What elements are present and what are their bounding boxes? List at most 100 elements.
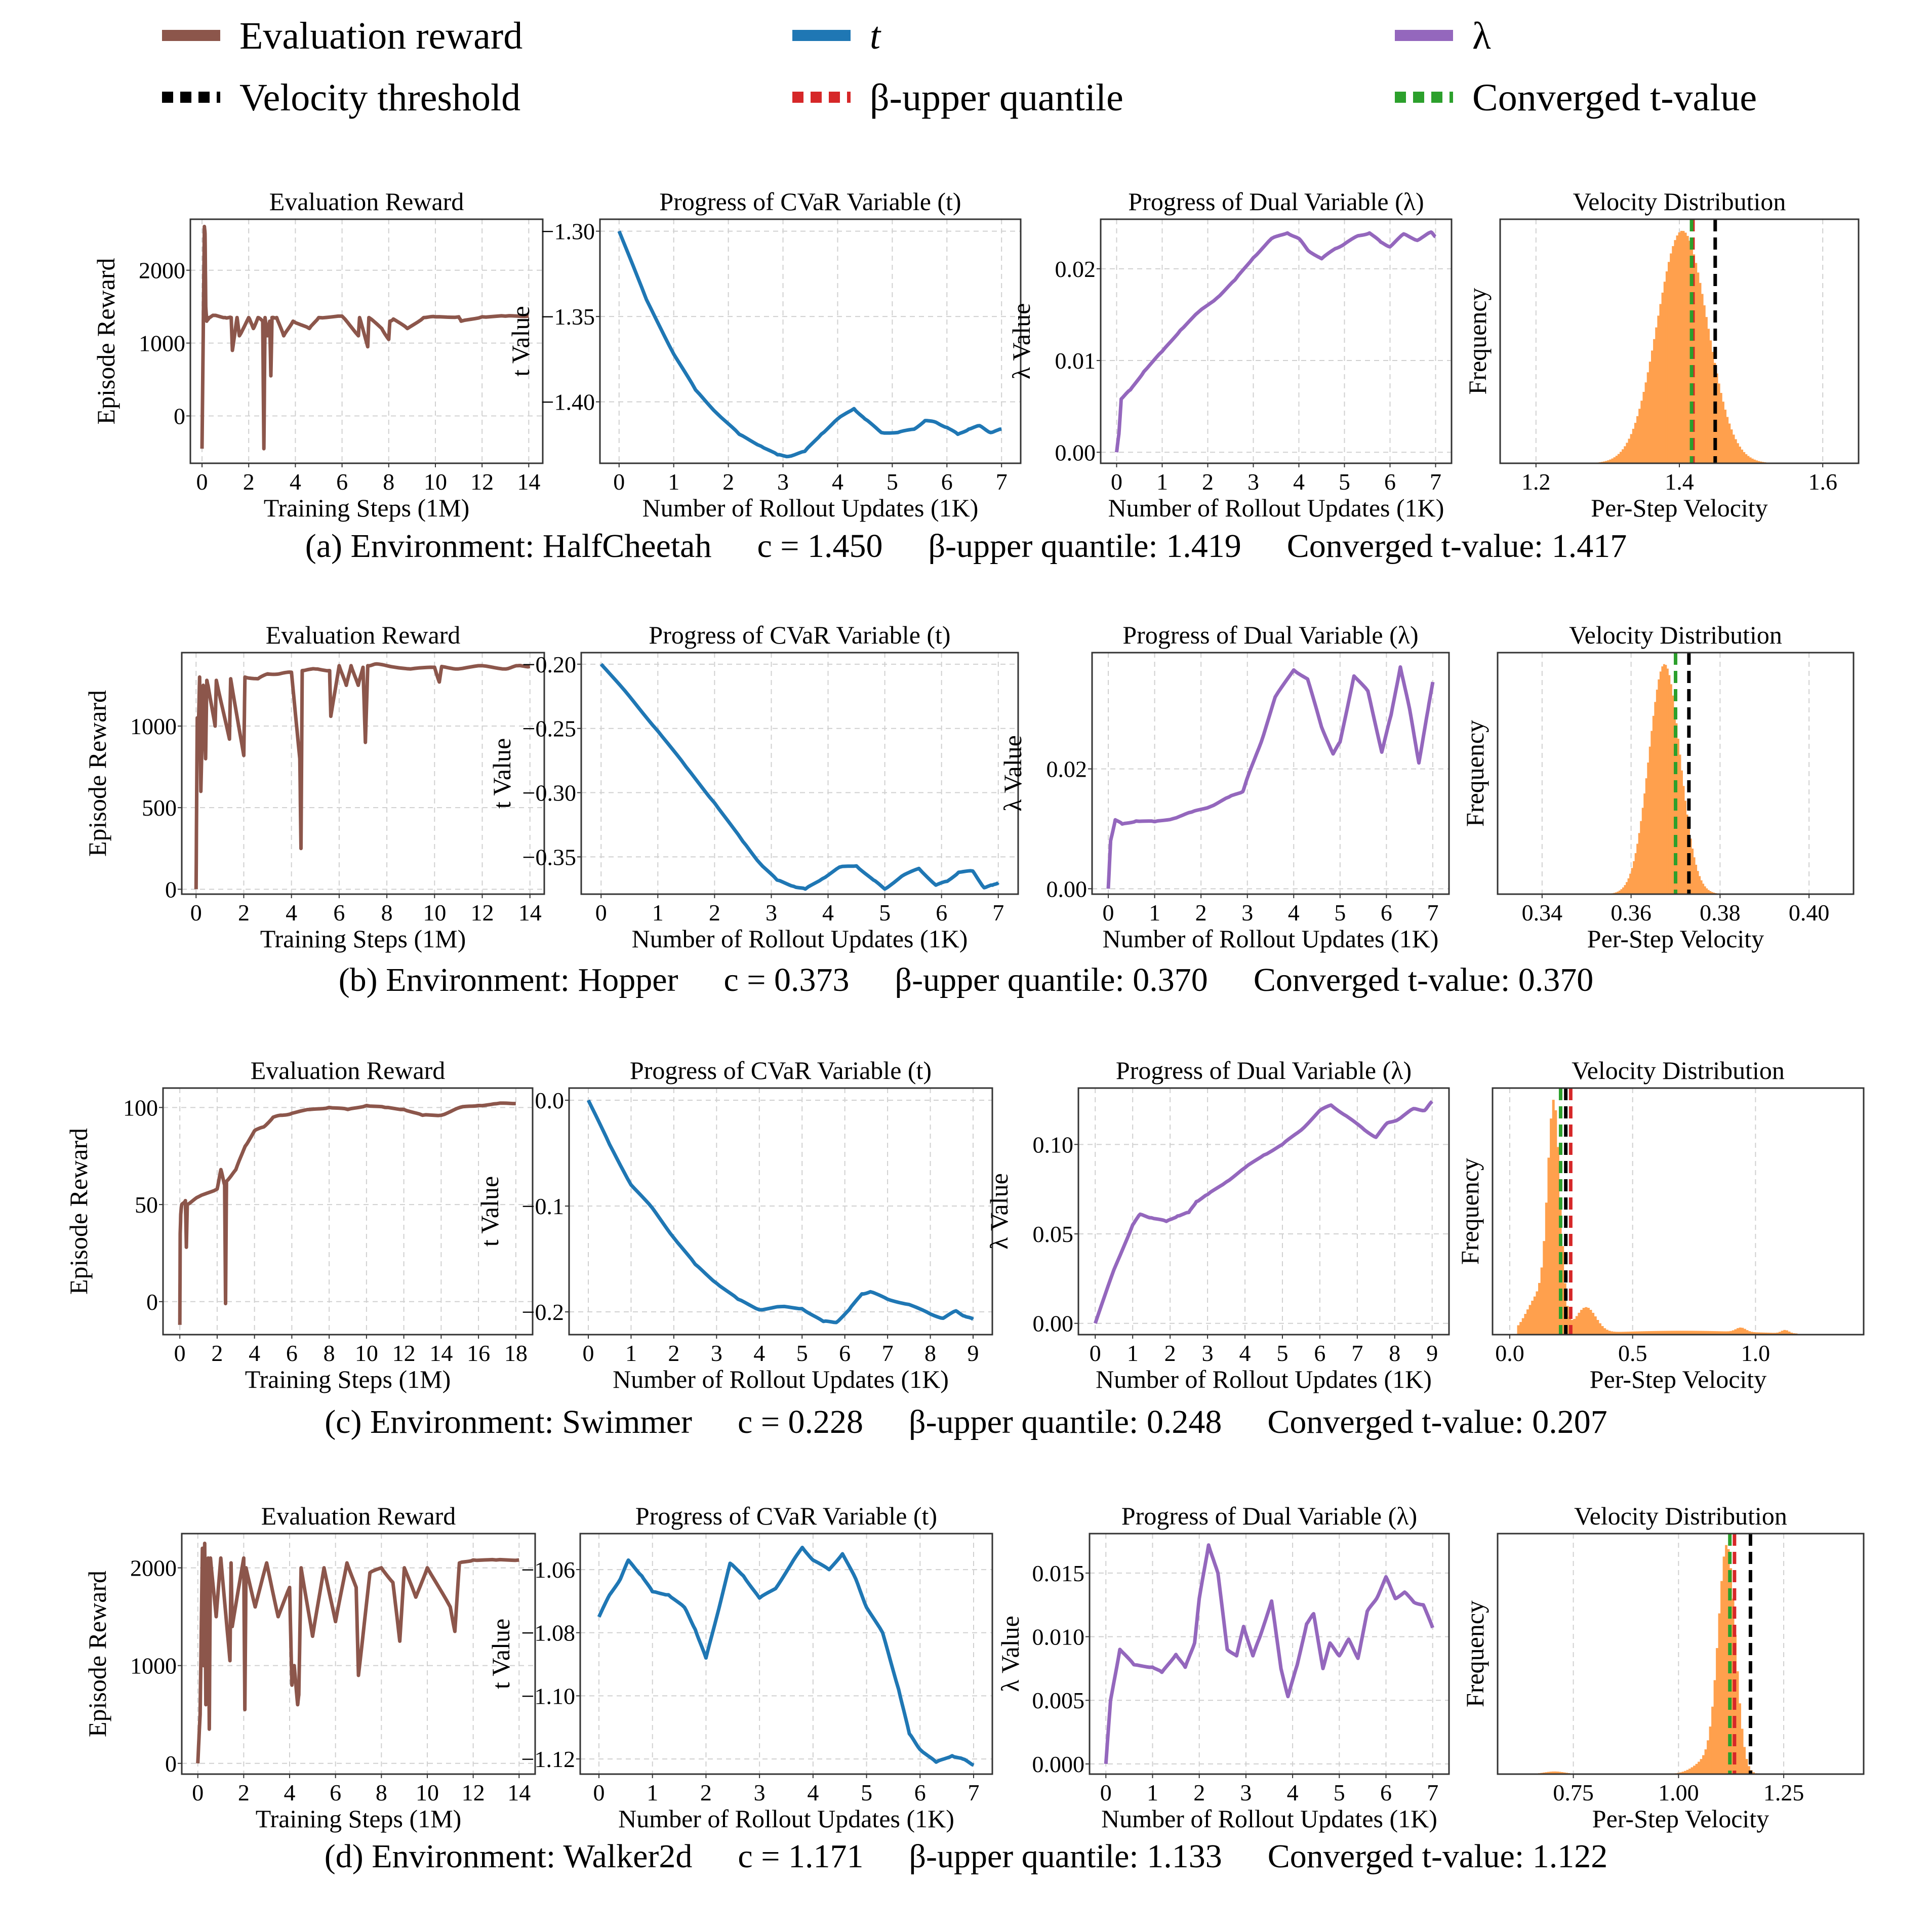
caption-part: β-upper quantile: 0.248	[909, 1403, 1222, 1440]
x-tick-label: 12	[392, 1340, 416, 1366]
series-line	[1104, 1543, 1434, 1764]
hist-bar	[1737, 1328, 1740, 1335]
hist-bar	[1715, 1331, 1718, 1335]
x-axis-label: Per-Step Velocity	[1591, 494, 1767, 522]
hist-bar	[1687, 1331, 1690, 1335]
x-tick-label: 14	[518, 900, 542, 926]
axes-frame	[162, 1087, 534, 1336]
hist-bar	[1732, 1330, 1735, 1335]
hist-bar	[1620, 1332, 1623, 1335]
hist-bar	[1624, 1332, 1627, 1335]
series-line	[617, 230, 1002, 459]
x-tick-label: 4	[249, 1340, 260, 1366]
hist-bar	[1695, 864, 1698, 894]
hist-bar	[1605, 1330, 1608, 1335]
hist-bar	[1585, 1307, 1588, 1335]
hist-bar	[1580, 1310, 1583, 1335]
panel-title: Velocity Distribution	[1573, 187, 1786, 216]
x-tick-label: 12	[470, 469, 494, 495]
hist-bar	[1692, 1331, 1695, 1335]
hist-bar	[1681, 770, 1683, 894]
hist-bar	[1725, 1545, 1728, 1774]
y-tick-label: 0.00	[1046, 876, 1088, 902]
hist-bar	[1566, 1306, 1569, 1335]
hist-bar	[1679, 1772, 1682, 1774]
hist-bar	[1695, 1331, 1698, 1335]
hist-bar	[1542, 1772, 1545, 1774]
hist-bar	[1745, 1759, 1748, 1774]
series-line	[200, 224, 529, 451]
y-tick-label: 0.02	[1055, 256, 1096, 282]
x-tick-label: 0	[190, 900, 202, 926]
hist-bar	[1783, 1330, 1786, 1335]
hist-bar	[1679, 754, 1681, 894]
hist-bar	[1697, 871, 1699, 894]
hist-bar	[1609, 459, 1612, 463]
hist-bar	[1640, 1331, 1643, 1335]
hist-bar	[1650, 1331, 1653, 1335]
hist-bar	[1755, 460, 1758, 463]
x-tick-label: 0	[174, 1340, 186, 1366]
x-tick-label: 0	[1103, 900, 1114, 926]
y-tick-label: −1.08	[521, 1620, 575, 1646]
panel-cvar-t: Progress of CVaR Variable (t) 0 1 2 3 4 5 6 7 −0.…	[488, 621, 1019, 953]
hist-bar	[1631, 868, 1633, 894]
hist-bar	[1626, 882, 1628, 894]
hist-bar	[1549, 1772, 1552, 1774]
hist-bar	[1648, 362, 1652, 463]
axes-frame	[1497, 652, 1855, 895]
hist-bar	[1602, 461, 1605, 463]
hist-bar	[1779, 1332, 1782, 1335]
hist-bar	[1622, 887, 1624, 894]
hist-bar	[1682, 1331, 1685, 1335]
legend-label: Converged t-value	[1472, 76, 1757, 119]
hist-bar	[1790, 1333, 1793, 1335]
hist-bar	[1730, 429, 1733, 463]
hist-bar	[1726, 417, 1729, 463]
x-tick-label: 8	[383, 469, 394, 495]
hist-bar	[1676, 1331, 1679, 1335]
hist-bar	[1753, 459, 1756, 463]
y-tick-label: −0.30	[522, 780, 576, 806]
hist-bar	[1739, 1703, 1742, 1774]
caption-part: c = 0.228	[738, 1403, 863, 1440]
x-tick-label: 0.40	[1789, 900, 1830, 926]
hist-bar	[1613, 1332, 1616, 1335]
hist-bar	[1785, 1330, 1788, 1335]
panel-title: Evaluation Reward	[261, 1502, 456, 1530]
x-tick-label: 2	[1195, 900, 1207, 926]
x-axis-label: Number of Rollout Updates (1K)	[632, 925, 968, 953]
y-tick-label: −1.06	[521, 1557, 575, 1583]
hist-bar	[1748, 1331, 1751, 1335]
hist-bar	[1707, 890, 1710, 894]
x-tick-label: 16	[467, 1340, 490, 1366]
y-axis-label: Frequency	[1461, 720, 1489, 827]
hist-bar	[1561, 1772, 1563, 1774]
hist-bar	[1578, 1312, 1581, 1335]
hist-bar	[1622, 1332, 1625, 1335]
hist-bar	[1524, 1314, 1527, 1335]
x-tick-label: 4	[1288, 900, 1300, 926]
hist-bar	[1724, 1331, 1727, 1335]
hist-bar	[1658, 679, 1660, 894]
hist-bar	[1656, 690, 1658, 894]
hist-bar	[1684, 1771, 1686, 1774]
hist-bar	[1693, 857, 1696, 894]
hist-bar	[1706, 1331, 1709, 1335]
hist-bar	[1728, 423, 1731, 463]
hist-bar	[1736, 1671, 1739, 1774]
hist-bar	[1702, 1755, 1705, 1774]
x-tick-label: 1	[1147, 1780, 1158, 1805]
hist-bar	[1678, 1331, 1681, 1335]
x-tick-label: 8	[324, 1340, 335, 1366]
hist-bar	[1643, 793, 1646, 894]
hist-bar	[1672, 246, 1674, 463]
hist-bar	[1558, 1772, 1561, 1774]
caption-part: (b) Environment: Hopper	[339, 961, 678, 998]
y-tick-label: −1.35	[541, 304, 595, 330]
y-tick-label: 1000	[130, 713, 177, 739]
x-tick-label: 8	[376, 1780, 387, 1805]
hist-bar	[1545, 1202, 1548, 1335]
panel-reward: Evaluation Reward 0 2 4 6 8 10 12 14 0 1000 2000 Tra…	[83, 1502, 536, 1833]
